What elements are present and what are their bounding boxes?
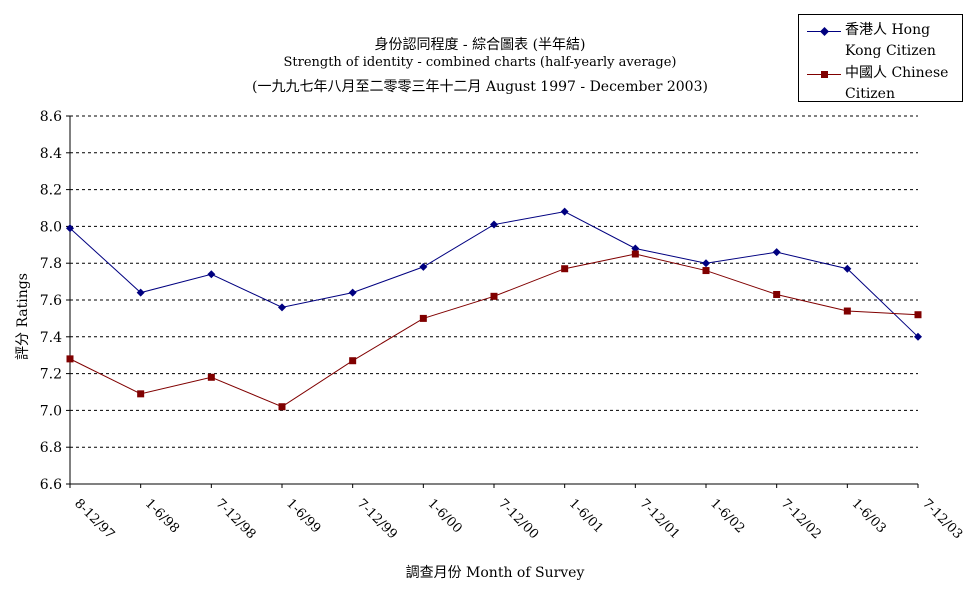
data-point [772,248,781,257]
x-tick-label: 1-6/01 [566,496,606,536]
y-tick-label: 7.4 [40,330,62,346]
data-point [207,373,215,381]
x-tick-label: 7-12/01 [637,496,683,542]
y-tick-label: 8.6 [40,109,62,125]
y-tick-label: 8.4 [40,146,62,162]
y-tick-label: 8.0 [40,219,62,235]
y-axis-label: 評分 Ratings [15,273,31,360]
data-point [702,259,710,268]
y-tick-label: 6.6 [40,477,62,493]
data-point [914,311,922,319]
data-point [278,303,286,312]
x-axis-label: 調查月份 Month of Survey [405,565,585,581]
y-tick-label: 7.2 [40,367,62,383]
y-tick-label: 8.2 [40,183,62,199]
y-tick-label: 7.6 [40,293,62,309]
data-point [843,307,851,315]
data-point [348,288,357,297]
series-1 [66,250,922,411]
x-tick-labels: 8-12/97 1-6/98 7-12/98 1-6/99 7-12/99 1-6/00 7… [71,496,965,542]
data-point [843,264,852,273]
data-point [490,292,498,300]
chart-subtitle: Strength of identity - combined charts (… [283,55,677,70]
x-tick-label: 8-12/97 [71,496,117,542]
data-point [207,270,216,279]
diamond-marker-icon [820,27,829,36]
legend: 香港人 Hong Kong Citizen 中國人 Chinese Citize… [798,14,963,102]
series-line [69,253,919,408]
data-point [702,267,710,275]
axes [66,115,919,488]
x-tick-label: 7-12/03 [919,496,965,542]
y-tick-label: 7.8 [40,256,62,272]
legend-label-chinese-citizen: 中國人 Chinese Citizen [845,65,949,102]
data-point [561,265,569,273]
data-point [631,250,639,258]
x-tick-label: 1-6/99 [283,496,323,536]
x-tick-label: 1-6/03 [849,496,889,536]
series [66,207,922,411]
x-tick-label: 1-6/98 [142,496,182,536]
series-0 [66,207,922,341]
data-point [349,357,357,365]
data-point [419,262,428,271]
data-point [66,224,74,233]
x-tick-label: 1-6/02 [707,496,747,536]
data-point [419,314,427,322]
y-tick-label: 7.0 [40,403,62,419]
data-point [560,207,569,216]
data-point [490,220,498,229]
y-tick-labels: 6.6 6.8 7.0 7.2 7.4 7.6 7.8 8.0 8.2 8.4 8.6 [40,109,62,493]
legend-label-hong-kong-citizen: 香港人 Hong Kong Citizen [845,22,936,59]
x-tick-label: 7-12/02 [778,496,824,542]
x-tick-label: 7-12/99 [354,496,400,542]
data-point [631,244,640,253]
data-point [773,290,781,298]
data-point [137,390,145,398]
chart-date-range: (一九九七年八月至二零零三年十二月 August 1997 - December… [252,79,708,95]
data-point [136,288,145,297]
series-line [69,211,919,338]
x-tick-label: 7-12/00 [495,496,541,542]
x-tick-label: 1-6/00 [425,496,465,536]
data-point [278,403,286,411]
square-marker-icon [821,71,828,78]
data-point [66,355,74,363]
grid-lines [70,115,918,448]
x-tick-label: 7-12/98 [213,496,259,542]
y-tick-label: 6.8 [40,440,62,456]
chart-title: 身份認同程度 - 綜合圖表 (半年結) [374,37,586,53]
data-point [914,332,922,341]
